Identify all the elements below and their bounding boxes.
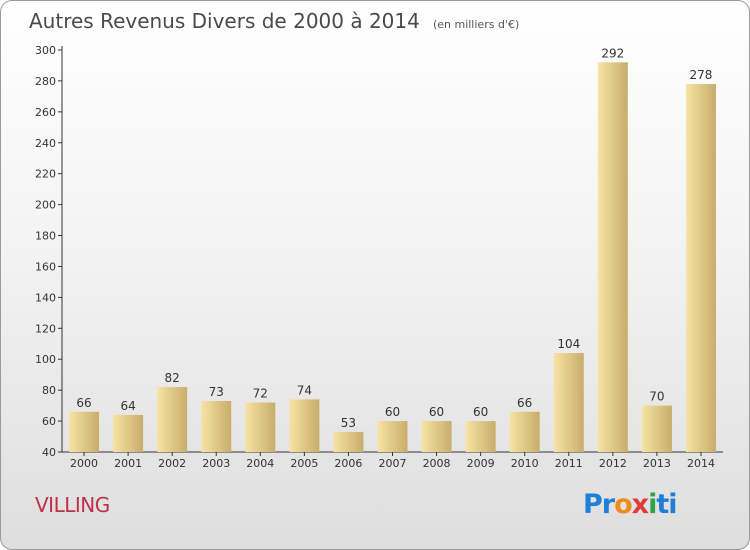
bar-value-label: 60 (385, 405, 400, 419)
y-tick-label: 120 (35, 322, 56, 335)
y-tick-label: 280 (35, 75, 56, 88)
bar (377, 421, 408, 452)
x-tick-label: 2007 (379, 457, 407, 470)
bar-value-label: 66 (517, 396, 532, 410)
bar-value-label: 64 (120, 399, 135, 413)
x-tick-label: 2008 (423, 457, 451, 470)
title-row: Autres Revenus Divers de 2000 à 2014 (en… (29, 9, 519, 33)
commune-name: VILLING (35, 493, 110, 517)
bar-value-label: 74 (297, 383, 312, 397)
x-tick-label: 2013 (643, 457, 671, 470)
y-tick-label: 240 (35, 137, 56, 150)
bar-value-label: 82 (165, 371, 180, 385)
y-tick-label: 220 (35, 168, 56, 181)
bar-value-label: 104 (557, 337, 580, 351)
proxiti-logo: Proxiti (583, 489, 678, 520)
x-tick-label: 2004 (246, 457, 274, 470)
bar (685, 84, 716, 452)
x-tick-label: 2006 (334, 457, 362, 470)
x-tick-label: 2002 (158, 457, 186, 470)
bar-value-label: 60 (473, 405, 488, 419)
bar-value-label: 66 (76, 396, 91, 410)
bar-value-label: 73 (209, 385, 224, 399)
y-tick-label: 60 (42, 415, 56, 428)
y-tick-label: 200 (35, 199, 56, 212)
bar-value-label: 60 (429, 405, 444, 419)
bar (157, 387, 188, 452)
y-tick-label: 80 (42, 384, 56, 397)
x-tick-label: 2005 (290, 457, 318, 470)
bar-value-label: 72 (253, 387, 268, 401)
bar (641, 405, 672, 452)
bar (113, 414, 144, 452)
bar (509, 411, 540, 452)
chart-unit: (en milliers d'€) (432, 18, 520, 31)
bar (333, 431, 364, 452)
bar-value-label: 278 (690, 68, 713, 82)
bar (245, 402, 276, 452)
bar (289, 399, 320, 452)
bar (201, 400, 232, 452)
x-tick-label: 2014 (687, 457, 715, 470)
bar (553, 353, 584, 452)
x-tick-label: 2001 (114, 457, 142, 470)
x-tick-label: 2010 (511, 457, 539, 470)
y-tick-label: 100 (35, 353, 56, 366)
x-tick-label: 2003 (202, 457, 230, 470)
x-tick-label: 2012 (599, 457, 627, 470)
y-tick-label: 160 (35, 260, 56, 273)
bar-value-label: 53 (341, 416, 356, 430)
bar (597, 62, 628, 452)
y-tick-label: 40 (42, 446, 56, 459)
bar (69, 411, 100, 452)
bar (465, 421, 496, 452)
x-tick-label: 2000 (70, 457, 98, 470)
x-tick-label: 2009 (467, 457, 495, 470)
bar-value-label: 292 (601, 46, 624, 60)
y-tick-label: 300 (35, 44, 56, 57)
chart-title: Autres Revenus Divers de 2000 à 2014 (29, 9, 420, 33)
bar-value-label: 70 (649, 390, 664, 404)
x-tick-label: 2011 (555, 457, 583, 470)
y-tick-label: 140 (35, 291, 56, 304)
y-tick-label: 260 (35, 106, 56, 119)
bar (421, 421, 452, 452)
y-tick-label: 180 (35, 230, 56, 243)
